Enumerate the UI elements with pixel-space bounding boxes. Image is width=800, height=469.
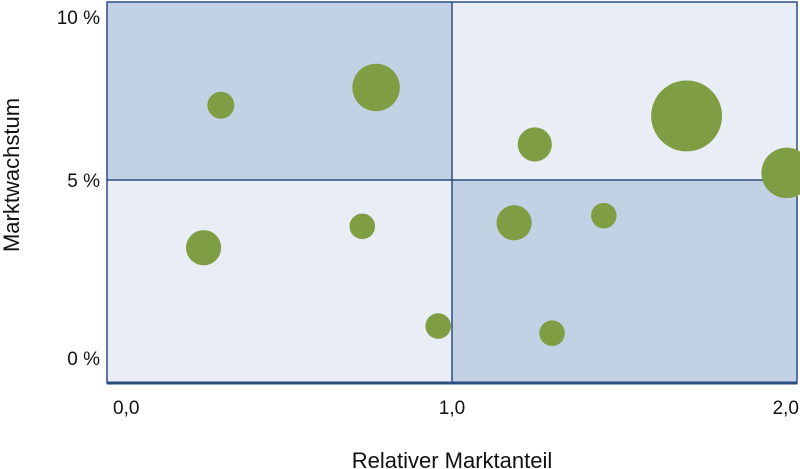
x-tick-label: 1,0: [439, 398, 465, 419]
y-tick-label: 5 %: [67, 171, 100, 192]
y-axis-title: Marktwachstum: [0, 98, 24, 252]
bubble-point-10: [651, 80, 723, 152]
quadrant-bottom-left: [107, 180, 452, 383]
bubble-point-9: [590, 202, 617, 229]
bubble-point-6: [496, 205, 532, 241]
y-axis-ticks: 0 % 5 % 10 %: [57, 8, 100, 370]
quadrant-top-right: [452, 2, 797, 181]
x-tick-label: 2,0: [773, 398, 799, 419]
bubble-point-11: [761, 147, 800, 199]
x-axis-ticks: 0,0 1,0 2,0: [113, 398, 799, 419]
x-axis-title: Relativer Marktanteil: [352, 448, 553, 469]
x-tick-label: 0,0: [113, 398, 139, 419]
y-tick-label: 0 %: [67, 349, 100, 370]
bubble-point-5: [425, 313, 452, 339]
bubble-point-1: [207, 91, 235, 119]
quadrant-top-left: [107, 2, 452, 181]
bubble-point-8: [539, 320, 565, 346]
bubble-point-4: [349, 213, 376, 240]
quadrant-backgrounds: [107, 2, 797, 383]
bubbles: [185, 63, 800, 346]
bubble-point-2: [352, 63, 400, 112]
bubble-point-7: [517, 127, 552, 162]
y-tick-label: 10 %: [57, 8, 100, 29]
bubble-point-3: [185, 230, 222, 266]
